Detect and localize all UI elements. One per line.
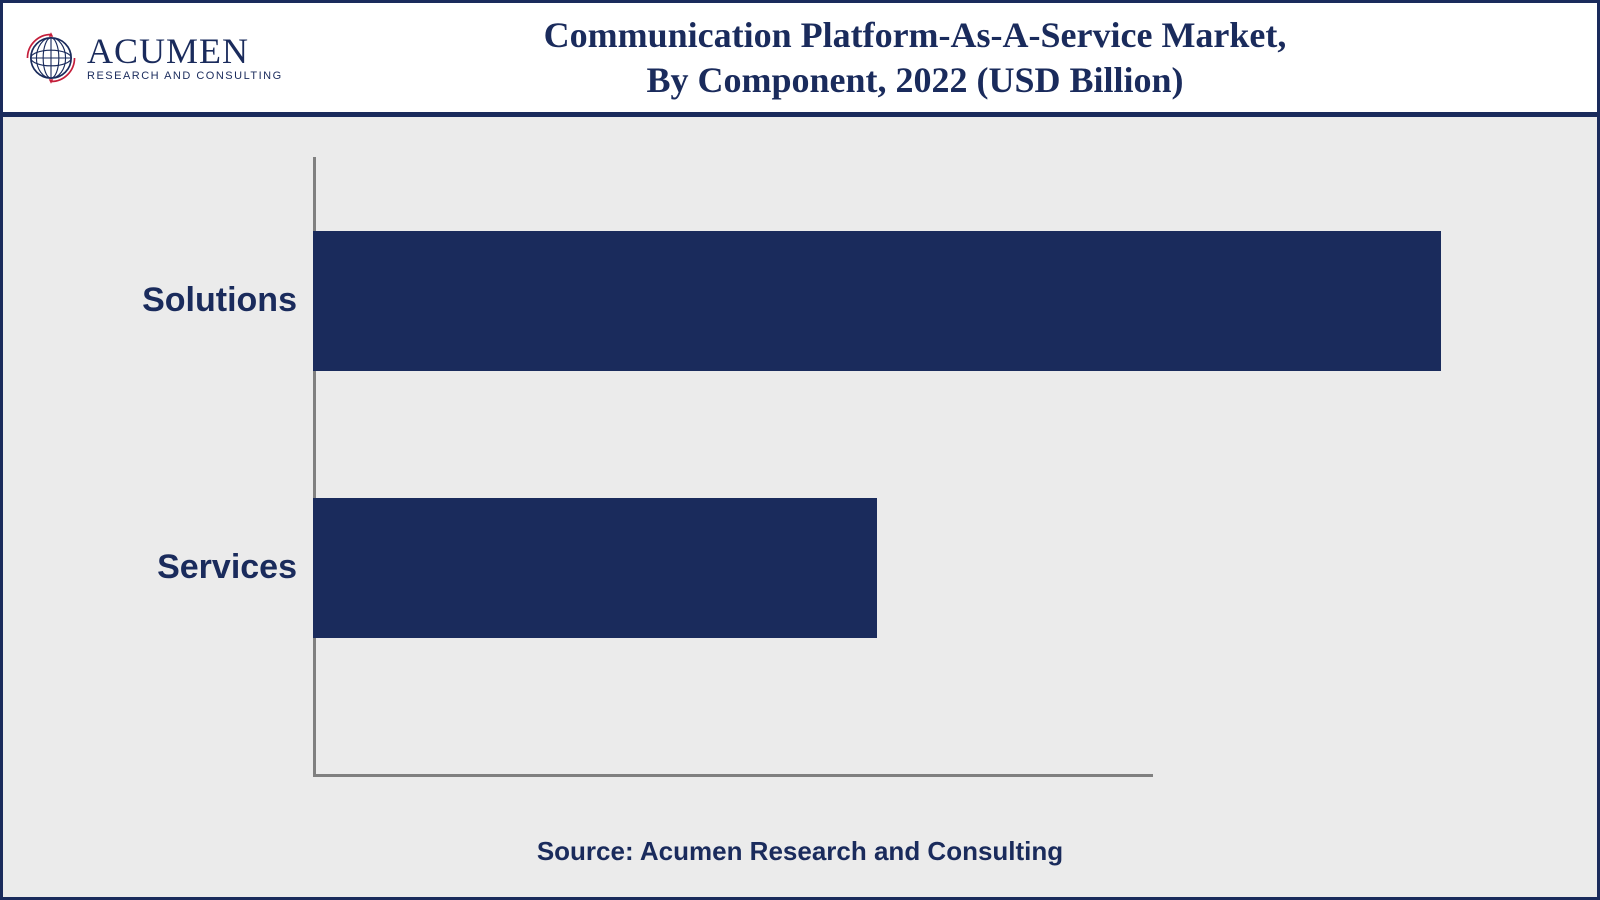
outer-frame: ACUMEN RESEARCH AND CONSULTING Communica…: [0, 0, 1600, 900]
logo-text: ACUMEN RESEARCH AND CONSULTING: [87, 33, 283, 82]
header: ACUMEN RESEARCH AND CONSULTING Communica…: [3, 3, 1597, 115]
title-line-1: Communication Platform-As-A-Service Mark…: [313, 13, 1517, 58]
source-text: Source: Acumen Research and Consulting: [3, 836, 1597, 867]
logo: ACUMEN RESEARCH AND CONSULTING: [23, 30, 313, 86]
x-axis: [313, 774, 1153, 777]
globe-icon: [23, 30, 79, 86]
bar-label-services: Services: [17, 548, 297, 587]
logo-main-text: ACUMEN: [87, 33, 283, 69]
title-line-2: By Component, 2022 (USD Billion): [313, 58, 1517, 103]
bar-services: [313, 498, 877, 638]
logo-sub-text: RESEARCH AND CONSULTING: [87, 71, 283, 82]
chart-title: Communication Platform-As-A-Service Mark…: [313, 13, 1577, 103]
bar-label-solutions: Solutions: [17, 281, 297, 320]
bar-solutions: [313, 231, 1441, 371]
plot: [313, 157, 1513, 777]
chart-area: Source: Acumen Research and Consulting S…: [3, 115, 1597, 897]
chart-inner: Source: Acumen Research and Consulting S…: [3, 117, 1597, 897]
